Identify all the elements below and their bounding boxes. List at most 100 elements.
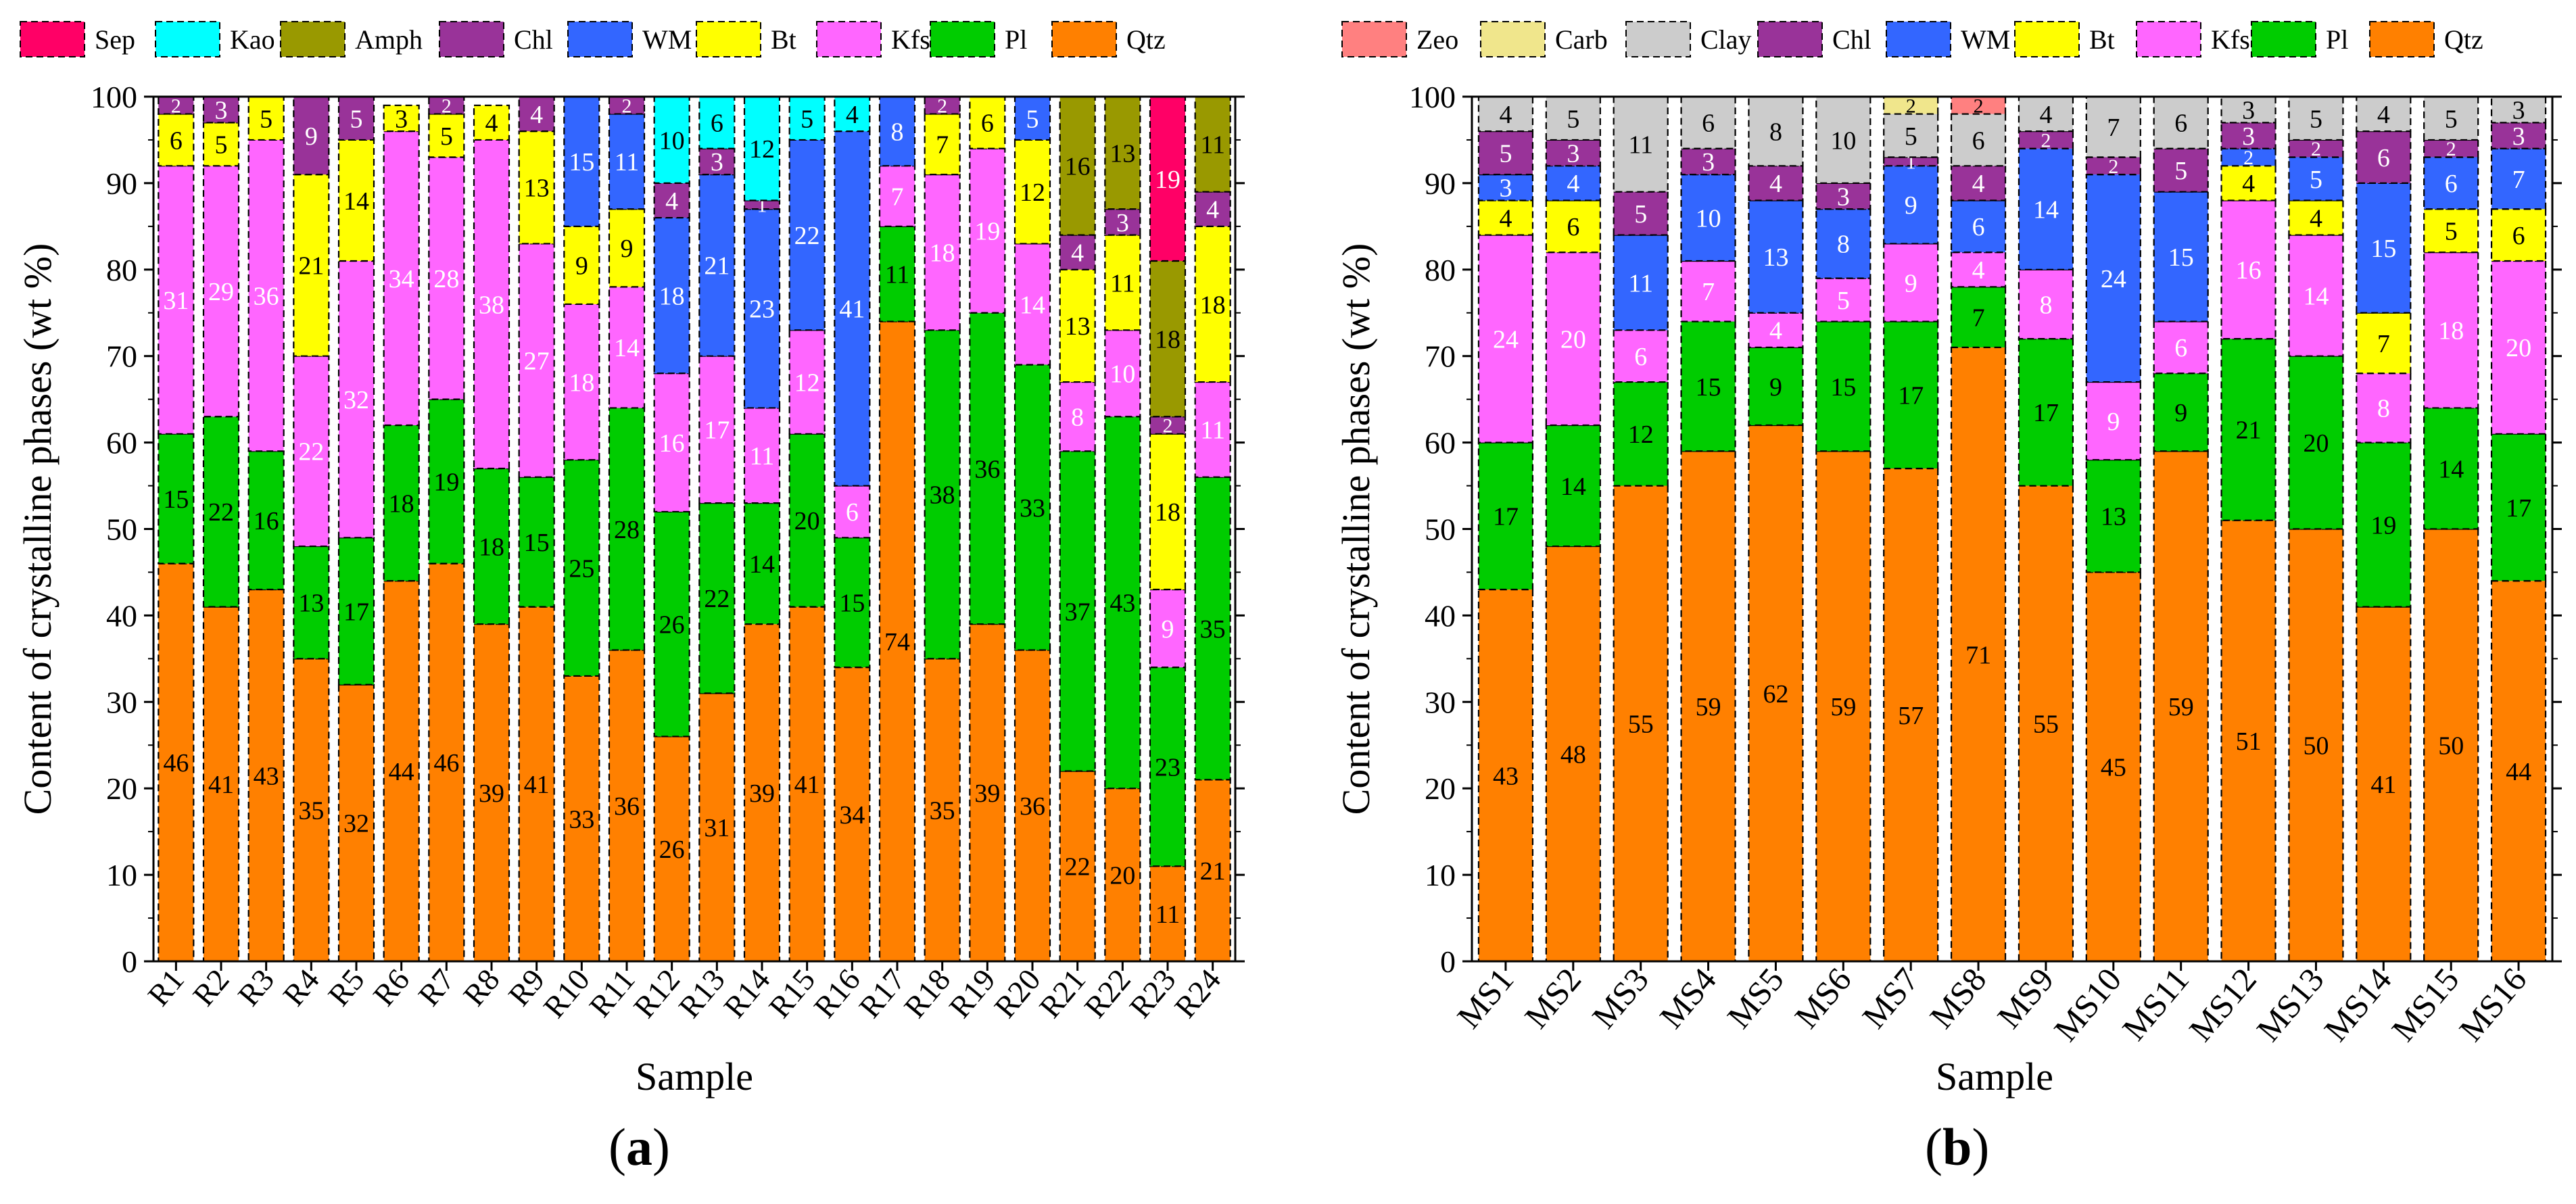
- bar-chl-ms13: [2288, 139, 2344, 158]
- data-label-bt-r24: 18: [1200, 291, 1226, 319]
- y-tick-label: 30: [1425, 685, 1456, 719]
- data-label-kfs-ms15: 18: [2438, 317, 2464, 345]
- data-label-kfs-r6: 34: [389, 265, 414, 293]
- data-label-kfs-r5: 32: [343, 386, 369, 414]
- data-label-wm-r14: 23: [749, 295, 775, 324]
- bar-kfs-ms8: [1950, 251, 2007, 288]
- bar-qtz-r12: [653, 736, 690, 963]
- legend-swatch-pl: [930, 21, 995, 57]
- data-label-pl-r3: 16: [254, 507, 279, 535]
- bar-zeo-ms8: [1950, 95, 2007, 115]
- bar-kfs-ms12: [2220, 199, 2276, 340]
- data-label-kfs-ms12: 16: [2236, 256, 2262, 285]
- y-tick-label: 50: [1425, 512, 1456, 547]
- bar-clay-ms11: [2153, 95, 2209, 149]
- data-label-kfs-ms14: 8: [2377, 395, 2390, 423]
- data-label-qtz-r19: 39: [974, 779, 1000, 808]
- data-label-kfs-r1: 31: [163, 287, 189, 315]
- data-label-pl-ms7: 17: [1898, 382, 1924, 410]
- chart-panel-a: Sep Kao Amph Chl WM Bt Kfs Pl Qtz461531624122295…: [16, 21, 1245, 1099]
- data-label-kfs-ms9: 8: [2039, 291, 2052, 319]
- data-label-chl-r22: 3: [1116, 209, 1129, 237]
- data-label-bt-ms16: 6: [2512, 222, 2525, 250]
- data-label-chl-ms15: 2: [2446, 138, 2456, 160]
- bar-kfs-r13: [698, 355, 736, 504]
- data-label-kfs-r20: 14: [1020, 291, 1045, 319]
- bar-kfs-r6: [383, 130, 420, 427]
- data-label-qtz-r20: 36: [1020, 792, 1045, 821]
- data-label-bt-r1: 6: [170, 126, 183, 155]
- data-label-qtz-ms2: 48: [1560, 740, 1586, 769]
- bar-kfs-r1: [158, 165, 195, 435]
- bar-pl-r22: [1104, 416, 1141, 790]
- x-tick-label-ms3: MS3: [1585, 961, 1656, 1036]
- data-label-bt-r23: 18: [1155, 498, 1180, 527]
- data-label-wm-r20: 5: [1026, 105, 1039, 133]
- chart-panel-b: Zeo Carb Clay Chl WM Bt Kfs Pl Qtz43172443544814…: [1334, 21, 2562, 1099]
- data-label-wm-ms5: 13: [1763, 243, 1788, 272]
- data-label-sep-r23: 19: [1155, 166, 1180, 194]
- data-label-wm-r16: 41: [839, 295, 865, 324]
- data-label-wm-ms14: 15: [2370, 235, 2396, 263]
- bar-kfs-ms11: [2153, 320, 2209, 375]
- x-tick-label-r18: R18: [897, 963, 957, 1025]
- data-label-bt-r7: 5: [440, 122, 453, 151]
- data-label-clay-ms16: 3: [2512, 96, 2525, 124]
- bar-chl-r12: [653, 182, 690, 219]
- data-label-chl-ms2: 3: [1567, 139, 1579, 168]
- y-tick-label: 40: [106, 598, 137, 633]
- data-label-pl-r8: 18: [479, 533, 504, 561]
- data-label-qtz-r24: 21: [1200, 857, 1226, 886]
- bar-chl-ms14: [2356, 130, 2412, 185]
- data-label-wm-r13: 21: [704, 252, 730, 281]
- bar-amph-r22: [1104, 95, 1141, 210]
- data-label-qtz-r1: 46: [163, 749, 189, 777]
- x-tick-label-r21: R21: [1032, 963, 1092, 1025]
- data-label-clay-ms7: 5: [1905, 122, 1917, 151]
- y-tick-label: 90: [1425, 166, 1456, 201]
- data-label-kao-r14: 12: [749, 135, 775, 164]
- data-label-clay-ms5: 8: [1769, 118, 1782, 146]
- x-tick-label-ms15: MS15: [2384, 961, 2466, 1049]
- data-label-qtz-r14: 39: [749, 779, 775, 808]
- data-label-pl-r13: 22: [704, 585, 730, 613]
- x-tick-label-r14: R14: [717, 963, 776, 1025]
- bar-wm-r13: [698, 174, 736, 357]
- data-label-bt-r10: 9: [575, 252, 588, 281]
- legend-label-pl: Pl: [1005, 24, 1027, 55]
- bar-wm-ms11: [2153, 191, 2209, 322]
- x-axis-title: Sample: [1936, 1055, 2053, 1099]
- legend-label-kao: Kao: [230, 24, 275, 55]
- bar-kfs-r2: [202, 165, 240, 418]
- data-label-bt-r6: 3: [395, 105, 408, 133]
- data-label-bt-r20: 12: [1020, 178, 1045, 207]
- bar-qtz-r22: [1104, 788, 1141, 963]
- data-label-qtz-r15: 41: [794, 771, 820, 799]
- data-label-kfs-r13: 17: [704, 416, 730, 445]
- bar-bt-r24: [1194, 225, 1231, 383]
- legend-swatch-chl: [439, 21, 504, 57]
- data-label-pl-ms14: 19: [2370, 511, 2396, 539]
- bar-kfs-ms2: [1545, 251, 1601, 427]
- data-label-qtz-ms13: 50: [2303, 732, 2329, 761]
- y-tick-label: 60: [106, 426, 137, 460]
- legend-swatch-sep: [20, 21, 85, 57]
- data-label-kfs-ms1: 24: [1493, 325, 1519, 354]
- data-label-pl-r12: 26: [659, 610, 685, 639]
- data-label-bt-r9: 13: [524, 174, 550, 203]
- data-label-kfs-r15: 12: [794, 368, 820, 397]
- legend-label-chl: Chl: [1832, 24, 1871, 55]
- data-label-chl-ms11: 5: [2174, 157, 2187, 185]
- data-label-qtz-r10: 33: [569, 805, 594, 834]
- bar-bt-r11: [608, 208, 646, 288]
- x-tick-label-r1: R1: [141, 963, 191, 1013]
- data-label-clay-ms15: 5: [2445, 105, 2458, 133]
- bar-bt-r5: [337, 139, 375, 262]
- bar-wm-ms6: [1815, 208, 1871, 279]
- data-label-kfs-ms6: 5: [1837, 287, 1850, 315]
- data-label-pl-r1: 15: [163, 485, 189, 514]
- data-label-kao-r16: 4: [846, 101, 859, 129]
- data-label-pl-ms1: 17: [1493, 503, 1519, 531]
- bar-kfs-r21: [1059, 381, 1096, 452]
- legend-swatch-amph: [280, 21, 345, 57]
